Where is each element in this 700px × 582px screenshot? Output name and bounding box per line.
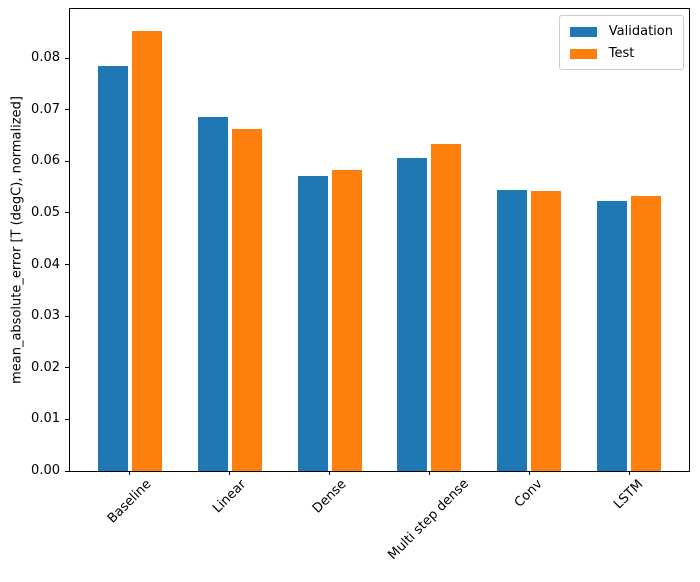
y-tick-mark bbox=[65, 315, 69, 317]
bar-validation-1 bbox=[197, 116, 228, 471]
legend-swatch-test bbox=[569, 48, 597, 59]
y-tick-label: 0.08 bbox=[31, 50, 60, 66]
bar-validation-0 bbox=[97, 66, 128, 471]
x-tick-label-lstm: LSTM bbox=[611, 477, 647, 513]
y-tick-mark bbox=[65, 470, 69, 472]
legend-swatch-validation bbox=[569, 26, 597, 37]
y-tick-label: 0.00 bbox=[31, 463, 60, 478]
plot-area: 0.00 0.01 0.02 0.03 0.04 0.05 0.06 0.07 0.08 Bas… bbox=[31, 8, 690, 563]
bar-validation-2 bbox=[297, 175, 328, 471]
y-tick-label: 0.06 bbox=[31, 153, 60, 169]
bar-validation-4 bbox=[497, 189, 528, 471]
y-tick-mark bbox=[65, 212, 69, 214]
bar-validation-3 bbox=[397, 158, 428, 471]
y-tick-mark bbox=[65, 264, 69, 266]
y-tick-label: 0.04 bbox=[31, 256, 60, 272]
legend-label: Validation bbox=[608, 24, 673, 39]
y-tick-label: 0.03 bbox=[31, 308, 60, 324]
y-tick-mark bbox=[65, 109, 69, 111]
legend: Validation Test bbox=[558, 15, 684, 70]
x-tick-mark bbox=[628, 471, 630, 475]
x-tick-label-linear: Linear bbox=[209, 476, 249, 517]
bar-test-1 bbox=[231, 128, 262, 471]
y-tick-mark bbox=[65, 367, 69, 369]
y-axis-label: mean_absolute_error [T (degC), normalize… bbox=[9, 96, 25, 384]
x-tick-label-dense: Dense bbox=[309, 476, 350, 517]
y-tick-label: 0.07 bbox=[31, 101, 60, 117]
legend-row: Test bbox=[569, 44, 673, 63]
bar-test-5 bbox=[631, 195, 662, 471]
bar-validation-5 bbox=[597, 200, 628, 471]
bar-test-0 bbox=[131, 31, 162, 471]
y-tick-label: 0.01 bbox=[31, 411, 60, 427]
x-tick-label-multi-step-dense: Multi step dense bbox=[385, 476, 473, 564]
bars-layer bbox=[70, 9, 689, 471]
y-tick-mark bbox=[65, 57, 69, 59]
bar-test-3 bbox=[431, 143, 462, 471]
x-tick-mark bbox=[428, 471, 430, 475]
y-tick-label: 0.02 bbox=[31, 359, 60, 375]
x-tick-mark bbox=[129, 471, 131, 475]
y-tick-label: 0.05 bbox=[31, 204, 60, 220]
x-tick-label-baseline: Baseline bbox=[104, 476, 155, 527]
bar-test-4 bbox=[531, 190, 562, 471]
legend-label: Test bbox=[608, 46, 635, 61]
y-tick-mark bbox=[65, 418, 69, 420]
x-tick-mark bbox=[528, 471, 530, 475]
x-tick-mark bbox=[229, 471, 231, 475]
x-tick-label-conv: Conv bbox=[511, 476, 546, 511]
bar-test-2 bbox=[331, 170, 362, 471]
y-tick-mark bbox=[65, 160, 69, 162]
x-tick-mark bbox=[329, 471, 331, 475]
legend-row: Validation bbox=[569, 22, 673, 41]
